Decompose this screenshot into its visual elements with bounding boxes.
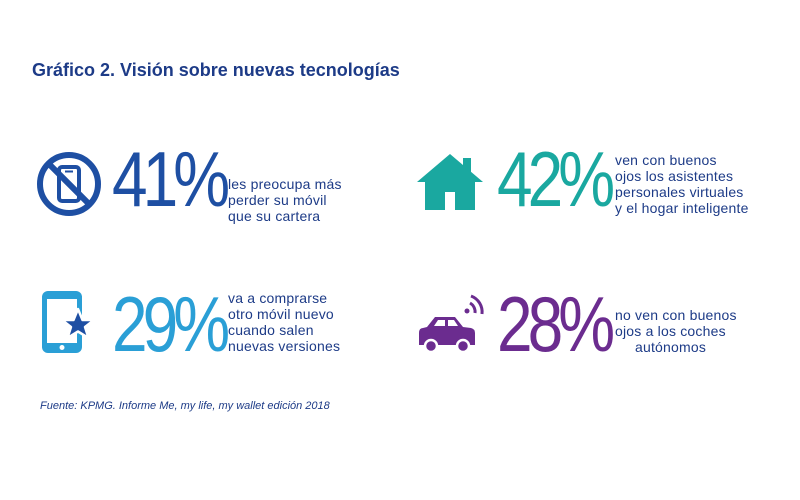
stat-percent: 42% [497, 135, 615, 223]
desc-line: personales virtuales [615, 184, 744, 200]
stat-smart-home: 42% ven con buenos ojos los asistentes p… [415, 140, 795, 240]
desc-line: va a comprarse [228, 290, 328, 306]
house-icon [417, 154, 483, 210]
connected-car-icon [419, 294, 484, 354]
stat-autonomous-cars: 28% no ven con buenos ojos a los coches … [415, 285, 795, 385]
desc-line: que su cartera [228, 208, 321, 224]
no-phone-icon [37, 152, 101, 216]
stat-percent: 28% [497, 280, 615, 368]
tablet-star-icon [42, 291, 96, 353]
stat-phone-worry: 41% les preocupa más perder su móvil que… [30, 140, 410, 240]
stat-description: les preocupa más perder su móvil que su … [228, 176, 342, 224]
stat-new-phone: 29% va a comprarse otro móvil nuevo cuan… [30, 285, 410, 385]
stat-percent: 41% [112, 135, 230, 223]
chart-title: Gráfico 2. Visión sobre nuevas tecnologí… [32, 60, 400, 80]
stat-description: no ven con buenos ojos a los coches autó… [615, 307, 737, 355]
desc-line: perder su móvil [228, 192, 327, 208]
desc-line: y el hogar inteligente [615, 200, 749, 216]
desc-line: no ven con buenos [615, 307, 737, 323]
desc-line: les preocupa más [228, 176, 342, 192]
stat-description: va a comprarse otro móvil nuevo cuando s… [228, 290, 340, 354]
desc-line: nuevas versiones [228, 338, 341, 354]
desc-line: otro móvil nuevo [228, 306, 334, 322]
desc-line: ojos a los coches [615, 323, 726, 339]
desc-line: ven con buenos [615, 152, 717, 168]
stat-percent: 29% [112, 280, 230, 368]
desc-line: cuando salen [228, 322, 314, 338]
stat-description: ven con buenos ojos los asistentes perso… [615, 152, 749, 216]
source-note: Fuente: KPMG. Informe Me, my life, my wa… [40, 400, 330, 412]
desc-line: ojos los asistentes [615, 168, 734, 184]
desc-line: autónomos [635, 339, 707, 355]
